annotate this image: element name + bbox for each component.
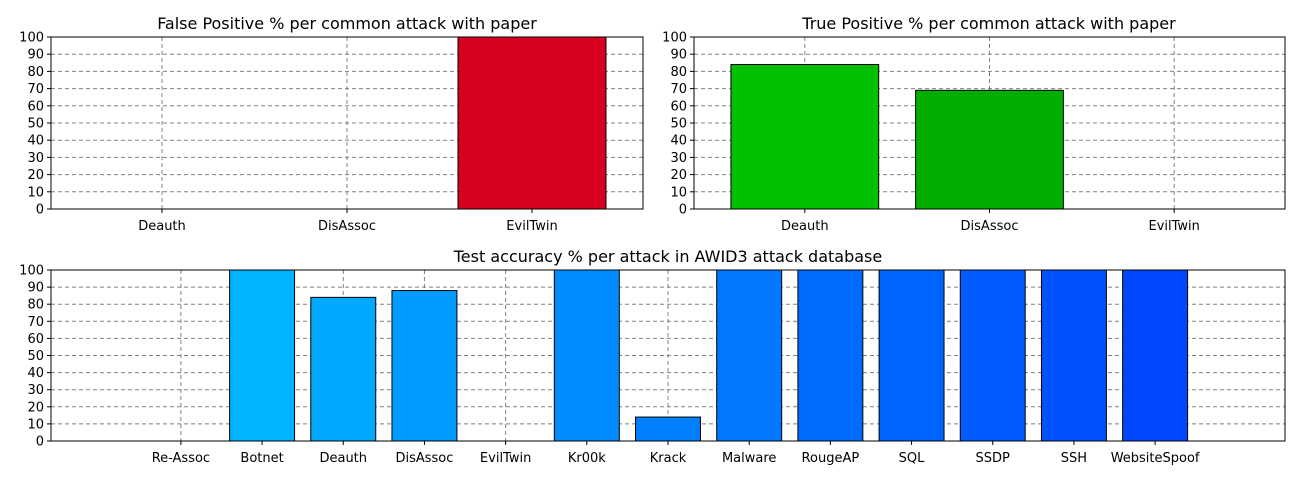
y-tick-label: 10 bbox=[27, 185, 44, 200]
x-tick-label: Kr00k bbox=[568, 451, 606, 466]
y-tick-label: 90 bbox=[27, 48, 44, 63]
x-tick-label: DisAssoc bbox=[318, 219, 376, 234]
y-tick-label: 20 bbox=[27, 168, 44, 183]
chart-false-positive: False Positive % per common attack with … bbox=[19, 14, 644, 234]
y-tick-label: 60 bbox=[27, 99, 44, 114]
y-tick-label: 40 bbox=[27, 366, 44, 381]
x-tick-label: Malware bbox=[722, 451, 776, 466]
y-tick-label: 100 bbox=[19, 264, 44, 279]
x-tick-label: Botnet bbox=[240, 451, 283, 466]
bar-disassoc bbox=[391, 290, 458, 442]
y-tick-label: 40 bbox=[27, 134, 44, 149]
x-tick-label: DisAssoc bbox=[395, 451, 453, 466]
x-tick-label: SSDP bbox=[976, 451, 1011, 466]
chart-test-accuracy: Test accuracy % per attack in AWID3 atta… bbox=[19, 247, 1286, 466]
bar-malware bbox=[716, 269, 783, 442]
y-tick-label: 90 bbox=[27, 281, 44, 296]
chart-true-positive: True Positive % per common attack with p… bbox=[662, 14, 1286, 234]
chart-title: True Positive % per common attack with p… bbox=[801, 14, 1176, 33]
x-tick-label: Krack bbox=[650, 451, 687, 466]
y-tick-label: 30 bbox=[27, 383, 44, 398]
y-tick-label: 0 bbox=[36, 203, 44, 218]
bar-eviltwin bbox=[457, 36, 607, 210]
chart-title: Test accuracy % per attack in AWID3 atta… bbox=[453, 247, 882, 266]
x-tick-label: WebsiteSpoof bbox=[1111, 451, 1200, 466]
x-tick-label: Deauth bbox=[138, 219, 186, 234]
bar-disassoc bbox=[915, 89, 1064, 210]
x-tick-label: SQL bbox=[899, 451, 925, 466]
y-tick-label: 0 bbox=[679, 203, 687, 218]
y-tick-label: 80 bbox=[27, 298, 44, 313]
y-tick-label: 50 bbox=[27, 117, 44, 132]
bar-rougeap bbox=[797, 269, 864, 442]
y-tick-label: 80 bbox=[27, 65, 44, 80]
x-tick-label: EvilTwin bbox=[480, 451, 531, 466]
x-tick-label: EvilTwin bbox=[1148, 219, 1199, 234]
y-tick-label: 60 bbox=[27, 332, 44, 347]
y-tick-label: 50 bbox=[670, 117, 687, 132]
y-tick-label: 40 bbox=[670, 134, 687, 149]
y-tick-label: 80 bbox=[670, 65, 687, 80]
x-tick-label: Re-Assoc bbox=[152, 451, 210, 466]
y-tick-label: 30 bbox=[670, 151, 687, 166]
bar-krack bbox=[635, 416, 701, 442]
y-tick-label: 30 bbox=[27, 151, 44, 166]
y-tick-label: 20 bbox=[27, 400, 44, 415]
bar-websitespoof bbox=[1122, 269, 1189, 442]
y-tick-label: 20 bbox=[670, 168, 687, 183]
x-tick-label: Deauth bbox=[319, 451, 367, 466]
bar-kr00k bbox=[553, 269, 620, 442]
y-tick-label: 70 bbox=[27, 315, 44, 330]
chart-title: False Positive % per common attack with … bbox=[157, 14, 537, 33]
y-tick-label: 10 bbox=[27, 417, 44, 432]
bar-botnet bbox=[229, 269, 296, 442]
x-tick-label: DisAssoc bbox=[961, 219, 1019, 234]
bar-deauth bbox=[310, 296, 377, 442]
bar-deauth bbox=[730, 64, 880, 210]
y-tick-label: 70 bbox=[27, 82, 44, 97]
bar-ssdp bbox=[959, 269, 1026, 442]
y-tick-label: 90 bbox=[670, 48, 687, 63]
x-tick-label: Deauth bbox=[781, 219, 829, 234]
y-tick-label: 50 bbox=[27, 349, 44, 364]
bar-sql bbox=[878, 269, 945, 442]
y-tick-label: 10 bbox=[670, 185, 687, 200]
y-tick-label: 70 bbox=[670, 82, 687, 97]
bar-ssh bbox=[1040, 269, 1107, 442]
y-tick-label: 60 bbox=[670, 99, 687, 114]
y-tick-label: 100 bbox=[662, 31, 687, 46]
x-tick-label: SSH bbox=[1061, 451, 1087, 466]
x-tick-label: EvilTwin bbox=[506, 219, 557, 234]
y-tick-label: 0 bbox=[36, 435, 44, 450]
x-tick-label: RougeAP bbox=[802, 451, 860, 466]
y-tick-label: 100 bbox=[19, 31, 44, 46]
